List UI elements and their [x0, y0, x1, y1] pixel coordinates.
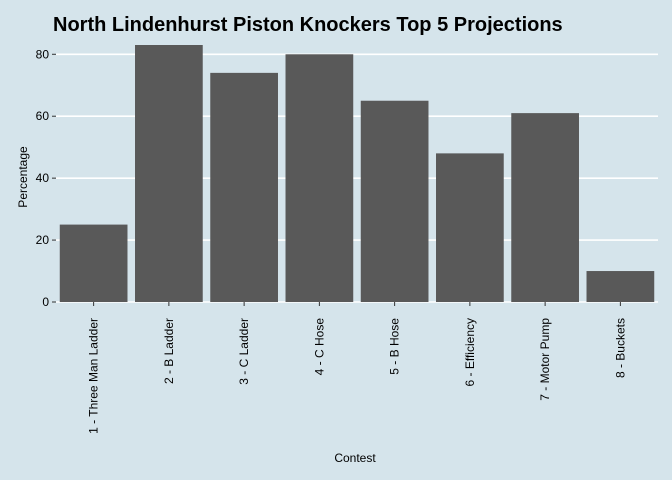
y-axis-title: Percentage	[16, 146, 30, 208]
bar-4	[285, 54, 354, 303]
bars	[59, 45, 655, 303]
bar-2	[135, 45, 203, 302]
x-axis: 1 - Three Man Ladder 2 - B Ladder 3 - C La…	[87, 302, 627, 434]
y-tick-label: 20	[36, 233, 50, 247]
x-tick-label: 8 - Buckets	[613, 318, 627, 378]
y-tick-label: 0	[42, 295, 49, 309]
bar-5	[360, 100, 429, 302]
y-tick-label: 40	[36, 171, 50, 185]
bar-8	[586, 271, 655, 302]
x-tick-label: 3 - C Ladder	[237, 318, 251, 385]
y-tick-label: 60	[36, 109, 50, 123]
x-tick-label: 6 - Efficiency	[463, 318, 477, 386]
x-tick-label: 2 - B Ladder	[162, 318, 176, 384]
bar-7	[511, 113, 579, 302]
bar-6	[436, 153, 504, 302]
x-axis-title: Contest	[334, 451, 376, 465]
x-tick-label: 4 - C Hose	[312, 318, 326, 376]
y-axis: 0 20 40 60 80	[36, 47, 56, 309]
bar-3	[210, 72, 278, 303]
x-tick-label: 7 - Motor Pump	[538, 318, 552, 401]
y-tick-label: 80	[36, 47, 50, 61]
x-tick-label: 1 - Three Man Ladder	[87, 318, 101, 434]
chart-title: North Lindenhurst Piston Knockers Top 5 …	[53, 14, 563, 36]
x-tick-label: 5 - B Hose	[388, 318, 402, 375]
bar-1	[59, 224, 128, 302]
